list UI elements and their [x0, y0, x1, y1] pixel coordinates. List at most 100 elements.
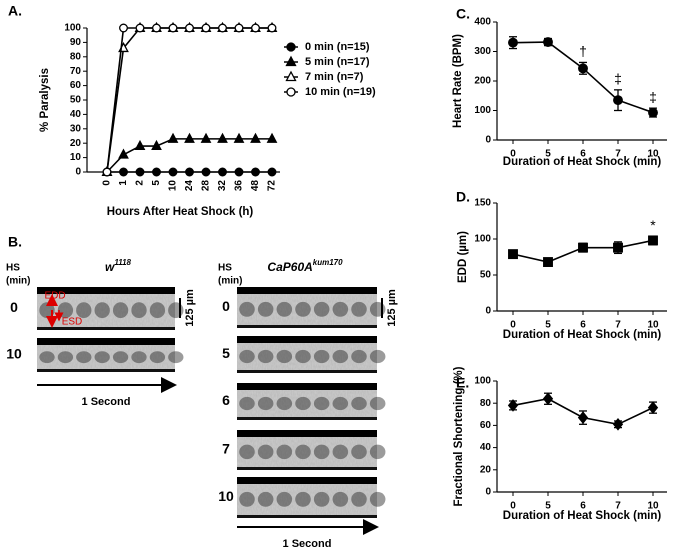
image-wave — [295, 301, 311, 317]
x-axis-title: Hours After Heat Shock (h) — [107, 206, 254, 218]
x-tick-label: 7 — [615, 501, 621, 512]
data-point — [119, 23, 128, 33]
image-wave — [257, 301, 274, 317]
image-top-band — [237, 430, 377, 437]
image-wave — [276, 396, 293, 411]
data-point — [648, 235, 658, 246]
data-point — [251, 23, 260, 33]
y-axis-title: EDD (µm) — [457, 231, 469, 283]
x-tick-label: 32 — [217, 180, 228, 192]
image-top-band — [37, 338, 175, 345]
image-wave — [369, 301, 386, 317]
image-bottom-edge — [237, 467, 377, 470]
x-tick-label: 36 — [234, 180, 245, 192]
row-label: 10 — [6, 346, 22, 362]
image-wave — [351, 491, 367, 507]
x-tick-label: 5 — [545, 149, 551, 160]
image-wave — [239, 349, 255, 364]
row-label: 10 — [218, 488, 234, 504]
data-point — [578, 242, 588, 253]
image-bottom-edge — [237, 370, 377, 373]
image-wave — [239, 396, 255, 411]
kymograph-image — [37, 287, 184, 330]
image-wave — [313, 491, 330, 507]
x-tick-label: 0 — [510, 501, 516, 512]
image-wave — [168, 302, 184, 319]
data-point — [184, 132, 195, 143]
x-tick-label: 0 — [510, 320, 516, 331]
image-wave — [257, 349, 274, 364]
image-wave — [112, 351, 129, 364]
annotation: ‡ — [649, 89, 657, 105]
kymograph-image — [237, 383, 386, 420]
annotation: * — [650, 217, 656, 233]
kymograph-image — [37, 338, 184, 372]
image-wave — [369, 444, 386, 460]
x-axis-title: Duration of Heat Shock (min) — [503, 510, 662, 522]
x-tick-label: 7 — [615, 320, 621, 331]
image-wave — [39, 351, 55, 364]
time-label: 1 Second — [283, 538, 332, 550]
scale-label: 125 µm — [184, 289, 196, 327]
image-top-band — [237, 287, 377, 294]
data-point — [266, 132, 278, 143]
legend-marker — [285, 55, 297, 67]
image-wave — [57, 351, 74, 364]
x-tick-label: 48 — [250, 180, 261, 192]
data-point — [250, 132, 261, 143]
data-point — [217, 132, 228, 143]
image-wave — [351, 396, 367, 411]
panel-label: A. — [8, 3, 22, 19]
y-tick-label: 50 — [70, 95, 82, 106]
row-label: 5 — [222, 345, 230, 361]
y-tick-label: 400 — [474, 17, 491, 28]
genotype-label: w1118 — [105, 258, 132, 274]
y-tick-label: 100 — [474, 376, 491, 387]
image-wave — [149, 351, 166, 364]
legend-marker — [286, 42, 296, 52]
hs-label: (min) — [6, 276, 30, 287]
image-wave — [332, 491, 349, 507]
data-point — [508, 37, 518, 48]
scale-label: 125 µm — [386, 289, 398, 327]
data-point — [233, 132, 245, 143]
data-point — [234, 167, 244, 177]
image-wave — [351, 301, 367, 317]
y-tick-label: 40 — [480, 442, 492, 453]
image-wave — [369, 491, 386, 507]
image-bottom-edge — [37, 369, 175, 372]
y-tick-label: 150 — [474, 198, 491, 209]
x-tick-label: 10 — [647, 320, 659, 331]
image-top-band — [37, 287, 175, 294]
image-wave — [313, 444, 330, 460]
data-point — [218, 23, 227, 33]
image-wave — [239, 301, 255, 317]
y-tick-label: 60 — [480, 420, 492, 431]
x-tick-label: 5 — [545, 501, 551, 512]
image-top-band — [237, 336, 377, 343]
y-tick-label: 80 — [70, 51, 82, 62]
image-wave — [76, 351, 92, 364]
edd-label: EDD — [44, 291, 65, 302]
image-noise — [37, 287, 175, 330]
image-wave — [276, 444, 293, 460]
row-label: 6 — [222, 392, 230, 408]
data-point — [251, 167, 260, 177]
x-tick-label: 7 — [615, 149, 621, 160]
image-wave — [94, 302, 110, 319]
x-tick-label: 6 — [580, 320, 586, 331]
image-wave — [332, 349, 349, 364]
image-wave — [257, 491, 274, 507]
legend-label: 7 min (n=7) — [305, 71, 364, 83]
y-tick-label: 50 — [480, 270, 492, 281]
data-point — [168, 167, 178, 177]
data-point — [267, 167, 277, 177]
image-top-band — [237, 477, 377, 484]
legend-label: 5 min (n=17) — [305, 56, 370, 68]
data-point — [577, 411, 589, 424]
image-wave — [276, 491, 293, 507]
